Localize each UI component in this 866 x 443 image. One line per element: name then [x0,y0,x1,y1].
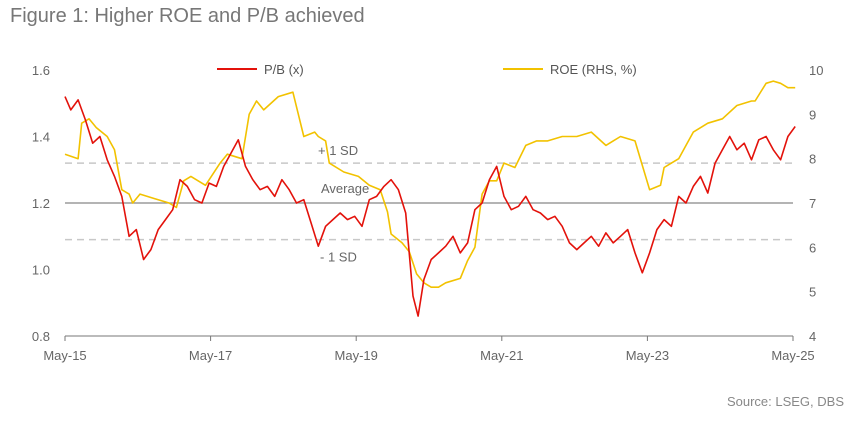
chart-title: Figure 1: Higher ROE and P/B achieved [10,5,365,27]
annotations: + 1 SD Average - 1 SD [318,143,369,264]
x-tick-label: May-19 [335,348,378,363]
roe-series-line [64,80,796,288]
source-note: Source: LSEG, DBS [726,394,844,409]
y-right-tick-label: 6 [809,240,816,255]
legend-pb-label: P/B (x) [264,62,304,77]
x-tick-label: May-23 [626,348,669,363]
y-left-tick-label: 1.2 [32,196,50,211]
y-left-tick-label: 1.0 [32,263,50,278]
x-tick-label: May-15 [43,348,86,363]
y-right-tick-label: 10 [809,63,823,78]
y-right-tick-label: 8 [809,152,816,167]
series-layer [64,80,796,317]
pb-series-line [64,96,796,317]
axes: May-15 May-17 May-19 May-21 May-23 May-25 0.8 1… [32,63,824,363]
y-right-tick-label: 9 [809,107,816,122]
y-left-tick-label: 0.8 [32,329,50,344]
y-right-tick-label: 5 [809,285,816,300]
x-tick-label: May-25 [771,348,814,363]
legend: P/B (x) ROE (RHS, %) [217,62,637,77]
y-left-tick-label: 1.6 [32,63,50,78]
average-label: Average [321,181,369,196]
y-right-tick-label: 4 [809,329,816,344]
x-tick-label: May-21 [480,348,523,363]
legend-roe-label: ROE (RHS, %) [550,62,637,77]
x-tick-label: May-17 [189,348,232,363]
plus-1sd-label: + 1 SD [318,143,358,158]
y-left-tick-label: 1.4 [32,130,50,145]
minus-1sd-label: - 1 SD [320,250,357,265]
y-right-tick-label: 7 [809,196,816,211]
